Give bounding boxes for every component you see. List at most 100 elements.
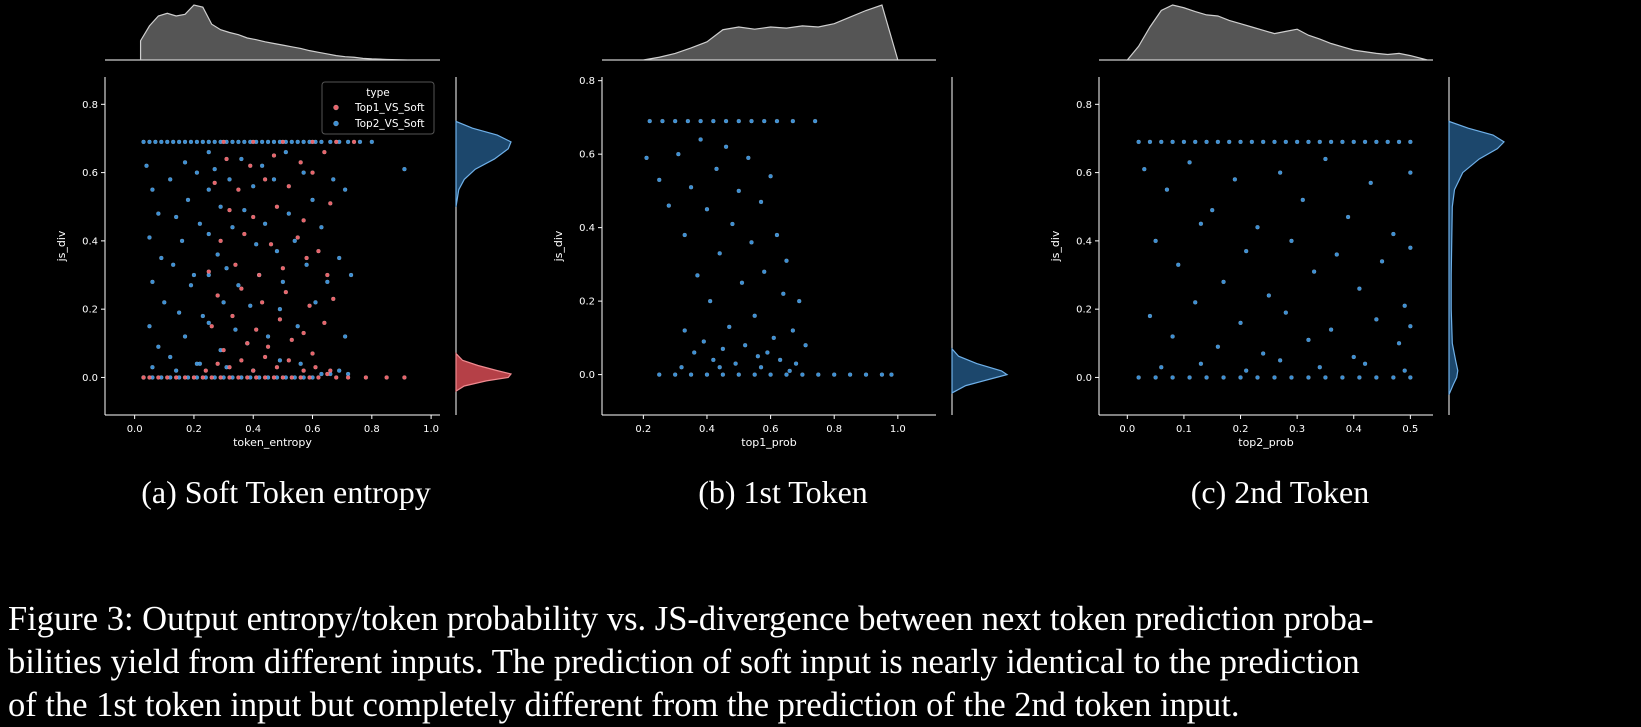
scatter-point xyxy=(755,354,761,359)
scatter-point xyxy=(319,371,324,377)
scatter-point xyxy=(714,166,719,172)
scatter-point xyxy=(784,372,789,377)
scatter-point xyxy=(1374,375,1379,380)
scatter-point xyxy=(1283,139,1289,145)
scatter-point xyxy=(727,324,732,330)
scatter-point xyxy=(739,280,745,285)
scatter-point xyxy=(191,375,197,380)
scatter-point xyxy=(277,358,283,363)
scatter-point xyxy=(262,177,268,182)
scatter-point xyxy=(746,155,751,161)
scatter-point xyxy=(251,368,256,373)
scatter-point xyxy=(1164,187,1170,192)
scatter-point xyxy=(191,272,197,278)
scatter-point xyxy=(1153,238,1158,244)
scatter-point xyxy=(236,375,241,380)
scatter-point xyxy=(316,375,321,380)
scatter-point xyxy=(698,137,703,142)
y-tick-label: 0.2 xyxy=(1076,305,1092,316)
scatter-point xyxy=(752,313,757,319)
scatter-point xyxy=(1187,160,1192,165)
scatter-point xyxy=(1215,344,1221,349)
scatter-point xyxy=(206,231,211,237)
x-tick-label: 0.4 xyxy=(699,424,715,435)
scatter-point xyxy=(325,371,330,377)
y-tick-label: 0.6 xyxy=(579,150,595,161)
scatter-point xyxy=(224,265,229,271)
scatter-point xyxy=(730,221,735,227)
scatter-point xyxy=(295,139,300,145)
x-tick-label: 0.8 xyxy=(364,424,380,435)
marginal-y-density xyxy=(951,347,1009,394)
marginal-x-density xyxy=(1126,4,1428,61)
scatter-point xyxy=(283,289,289,295)
x-tick-label: 1.0 xyxy=(423,424,439,435)
scatter-point xyxy=(236,283,241,288)
y-axis-label: js_div xyxy=(552,230,565,262)
scatter-point xyxy=(863,372,869,377)
scatter-point xyxy=(1351,139,1356,145)
scatter-point xyxy=(1170,375,1175,380)
scatter-point xyxy=(752,372,757,377)
scatter-point xyxy=(1187,375,1192,380)
scatter-point xyxy=(230,313,235,319)
scatter-point xyxy=(168,177,173,182)
scatter-point xyxy=(679,365,684,370)
x-tick-label: 0.5 xyxy=(1402,424,1418,435)
y-tick-label: 0.6 xyxy=(82,168,98,179)
scatter-point xyxy=(1221,375,1226,380)
scatter-point xyxy=(147,235,152,240)
y-axis-label: js_div xyxy=(1049,230,1062,262)
scatter-point xyxy=(271,177,277,182)
scatter-point xyxy=(239,358,244,363)
scatter-point xyxy=(1238,320,1243,326)
scatter-point xyxy=(1311,269,1317,274)
scatter-point xyxy=(233,327,238,332)
scatter-point xyxy=(301,218,306,223)
scatter-point xyxy=(1159,365,1164,370)
scatter-point xyxy=(723,118,729,124)
scatter-point xyxy=(159,255,164,261)
scatter-point xyxy=(274,204,280,209)
scatter-point xyxy=(1300,197,1305,203)
scatter-point xyxy=(221,300,226,305)
legend-entry: Top2_VS_Soft xyxy=(354,118,424,130)
scatter-point xyxy=(206,149,211,155)
scatter-point xyxy=(1323,156,1328,162)
scatter-point xyxy=(1283,310,1289,315)
scatter-point xyxy=(1289,375,1294,380)
caption-line-2: bilities yield from different inputs. Th… xyxy=(8,643,1360,681)
scatter-point xyxy=(328,368,333,373)
scatter-point xyxy=(230,139,235,145)
scatter-point xyxy=(720,346,726,352)
scatter-point xyxy=(206,269,211,274)
x-tick-label: 0.2 xyxy=(1233,424,1249,435)
y-tick-label: 0.4 xyxy=(1076,236,1092,247)
y-tick-label: 0.0 xyxy=(579,370,595,381)
scatter-point xyxy=(1147,139,1153,145)
scatter-point xyxy=(206,187,211,192)
scatter-point xyxy=(141,375,146,380)
scatter-point xyxy=(245,341,250,346)
scatter-point xyxy=(259,300,265,305)
scatter-point xyxy=(723,144,729,150)
chart-c: 0.0 0.1 0.2 0.3 0.4 0.5 0.0 0.2 0.4 0.6 0.8 top2_pr… xyxy=(1049,4,1505,510)
scatter-point xyxy=(274,365,280,370)
y-tick-label: 0.6 xyxy=(1076,168,1092,179)
series-points xyxy=(644,118,894,377)
scatter-point xyxy=(337,255,342,261)
scatter-point xyxy=(1249,139,1255,145)
legend: type Top1_VS_Soft Top2_VS_Soft xyxy=(321,81,435,135)
x-tick-label: 0.4 xyxy=(245,424,261,435)
scatter-point xyxy=(182,139,188,145)
scatter-point xyxy=(236,139,241,145)
scatter-point xyxy=(1362,139,1368,145)
subfigure-caption: (c) 2nd Token xyxy=(1191,474,1369,510)
scatter-point xyxy=(156,344,161,349)
subfigure-label: (c) xyxy=(1191,474,1235,510)
y-tick-label: 0.0 xyxy=(1076,373,1092,384)
scatter-point xyxy=(698,118,703,124)
scatter-point xyxy=(307,303,312,308)
scatter-point xyxy=(209,375,214,380)
scatter-point xyxy=(644,155,649,161)
